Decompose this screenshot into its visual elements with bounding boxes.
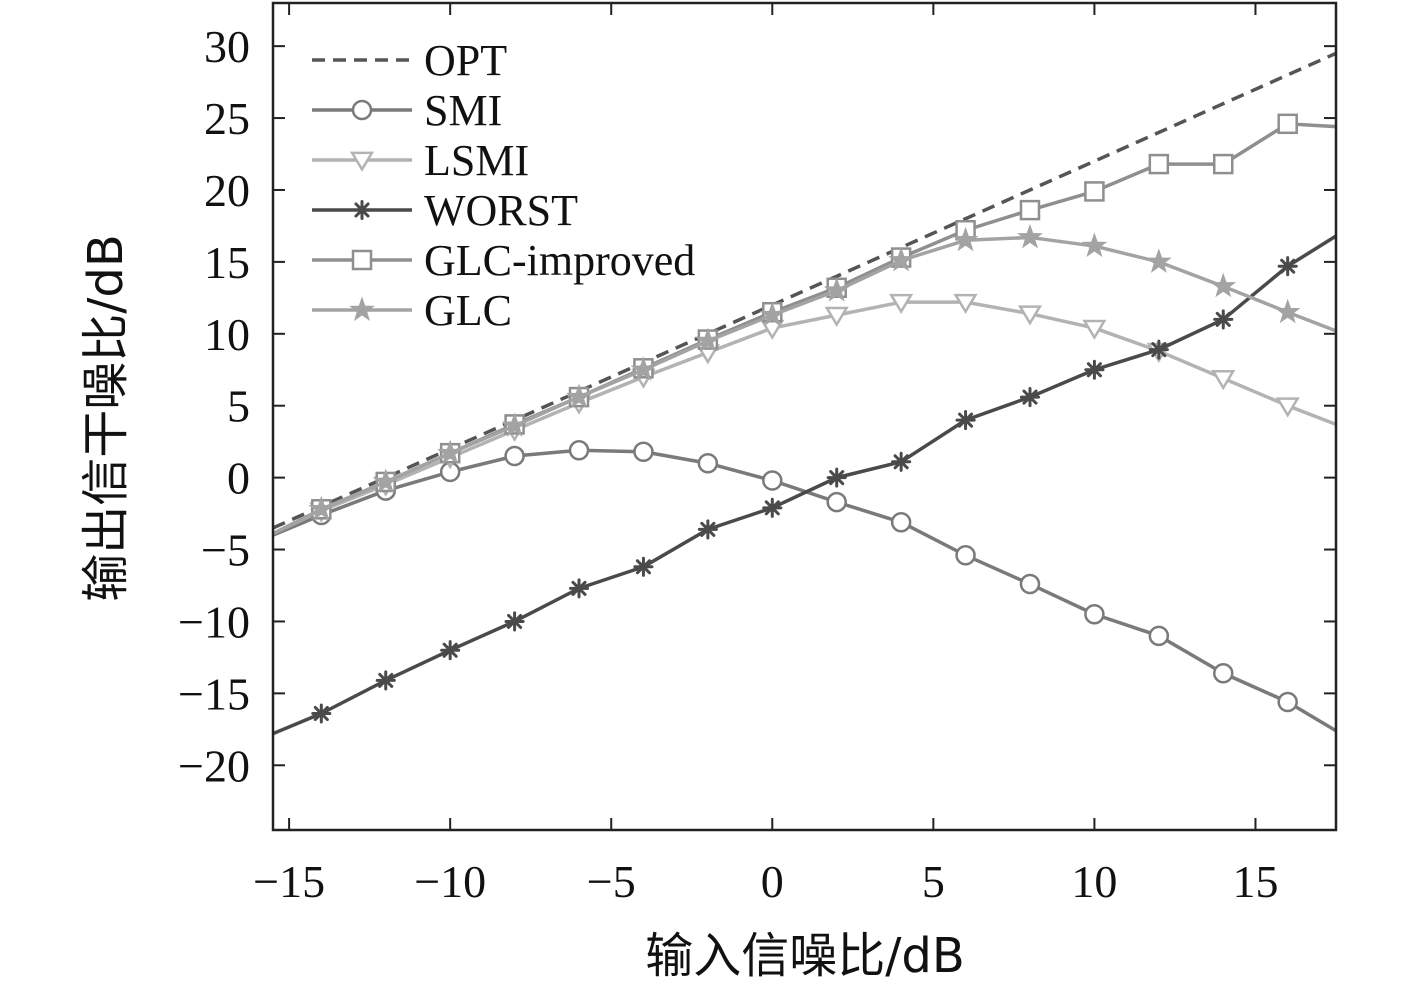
- x-tick-label: −10: [414, 856, 486, 907]
- x-tick-label: 5: [922, 856, 945, 907]
- data-point-smi: [1150, 627, 1168, 645]
- data-point-worst: [1279, 258, 1296, 275]
- data-point-glc: [1148, 251, 1169, 271]
- data-point-smi: [957, 546, 975, 564]
- x-axis-title: 输入信噪比/dB: [645, 928, 965, 984]
- data-point-smi: [1279, 693, 1297, 711]
- data-point-worst: [957, 412, 974, 429]
- data-point-worst: [1086, 361, 1103, 378]
- legend-entry-opt: OPT: [312, 36, 507, 85]
- data-point-worst: [1215, 311, 1232, 328]
- axis-ticks: −15 −10 −5 0 5 10 15 −20 −15 −10 −5 0 5 10 15 20 25 30: [178, 3, 1336, 907]
- data-point-glc: [1277, 301, 1298, 321]
- legend-entry-smi: SMI: [312, 86, 502, 135]
- y-tick-label: 15: [204, 237, 250, 288]
- legend-label: GLC: [424, 286, 512, 335]
- y-tick-label: 20: [204, 165, 250, 216]
- data-point-worst: [635, 558, 652, 575]
- x-tick-label: 10: [1071, 856, 1117, 907]
- data-point-worst: [893, 453, 910, 470]
- data-point-glc-improved: [1214, 155, 1232, 173]
- legend-entry-glc-improved: GLC-improved: [312, 236, 695, 285]
- y-tick-label: 10: [204, 309, 250, 360]
- legend-entry-glc: GLC: [312, 286, 512, 335]
- y-tick-label: −10: [178, 596, 250, 647]
- x-tick-label: 0: [761, 856, 784, 907]
- data-point-glc-improved: [1279, 115, 1297, 133]
- series-smi: [273, 441, 1336, 730]
- legend-label: WORST: [424, 186, 578, 235]
- data-point-worst: [506, 613, 523, 630]
- x-tick-label: −5: [587, 856, 636, 907]
- data-point-worst: [1021, 389, 1038, 406]
- y-tick-label: −5: [201, 525, 250, 576]
- data-point-glc-improved: [1085, 182, 1103, 200]
- y-tick-label: −15: [178, 668, 250, 719]
- y-axis-title: 输出信干噪比/dB: [78, 234, 134, 602]
- data-point-glc-improved: [1021, 201, 1039, 219]
- data-point-smi: [763, 472, 781, 490]
- legend-label: SMI: [424, 86, 502, 135]
- series-line-lsmi: [273, 302, 1336, 534]
- x-tick-label: 15: [1232, 856, 1278, 907]
- y-tick-label: 5: [227, 381, 250, 432]
- data-point-glc-improved: [1150, 155, 1168, 173]
- data-point-worst: [828, 469, 845, 486]
- data-point-smi: [634, 443, 652, 461]
- legend-label: LSMI: [424, 136, 529, 185]
- data-point-glc: [1084, 235, 1105, 255]
- legend-label: GLC-improved: [424, 236, 695, 285]
- data-point-worst: [1150, 341, 1167, 358]
- data-point-worst: [377, 672, 394, 689]
- data-point-worst: [570, 580, 587, 597]
- data-point-smi: [570, 441, 588, 459]
- data-point-worst: [764, 499, 781, 516]
- x-tick-label: −15: [253, 856, 325, 907]
- data-point-smi: [1021, 575, 1039, 593]
- data-point-smi: [892, 513, 910, 531]
- legend-marker: [353, 251, 371, 269]
- legend-entry-lsmi: LSMI: [312, 136, 529, 185]
- legend-label: OPT: [424, 36, 507, 85]
- data-point-worst: [442, 642, 459, 659]
- y-tick-label: 0: [227, 453, 250, 504]
- data-point-smi: [1214, 664, 1232, 682]
- data-point-smi: [1085, 605, 1103, 623]
- data-point-smi: [506, 447, 524, 465]
- data-point-glc: [1019, 226, 1040, 246]
- data-point-smi: [828, 493, 846, 511]
- data-point-smi: [699, 454, 717, 472]
- data-point-worst: [699, 521, 716, 538]
- legend-marker: [351, 299, 372, 319]
- data-point-worst: [313, 705, 330, 722]
- y-tick-label: 25: [204, 93, 250, 144]
- data-point-glc: [1213, 275, 1234, 295]
- y-tick-label: 30: [204, 21, 250, 72]
- legend-marker: [353, 201, 370, 218]
- legend-entry-worst: WORST: [312, 186, 578, 235]
- y-tick-label: −20: [178, 740, 250, 791]
- legend-marker: [353, 101, 371, 119]
